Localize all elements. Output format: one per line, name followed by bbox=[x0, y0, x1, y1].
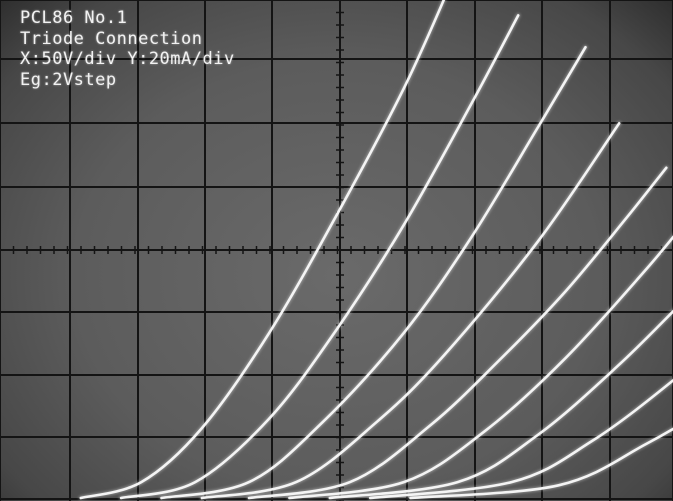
trace-curve-0 bbox=[79, 0, 446, 500]
trace-curve-8 bbox=[409, 427, 673, 500]
trace-curve-4 bbox=[247, 166, 668, 500]
tube-title: PCL86 No.1 bbox=[20, 8, 128, 28]
trace-curve-1 bbox=[119, 14, 520, 500]
trace-curve-2 bbox=[160, 45, 587, 500]
grid-step-label: Eg:2Vstep bbox=[20, 69, 117, 90]
trace-curve-3 bbox=[200, 122, 621, 500]
trace-curve-7 bbox=[368, 378, 673, 500]
curve-family bbox=[78, 0, 673, 501]
trace-glow-5 bbox=[287, 233, 673, 501]
trace-glow-4 bbox=[246, 165, 669, 501]
screen-annotation: PCL86 No.1 Triode Connection X:50V/div Y… bbox=[20, 8, 235, 90]
connection-subtitle: Triode Connection bbox=[20, 28, 203, 49]
trace-curve-5 bbox=[288, 235, 673, 500]
trace-curve-6 bbox=[328, 309, 673, 500]
axis-scale-label: X:50V/div Y:20mA/div bbox=[20, 49, 235, 69]
